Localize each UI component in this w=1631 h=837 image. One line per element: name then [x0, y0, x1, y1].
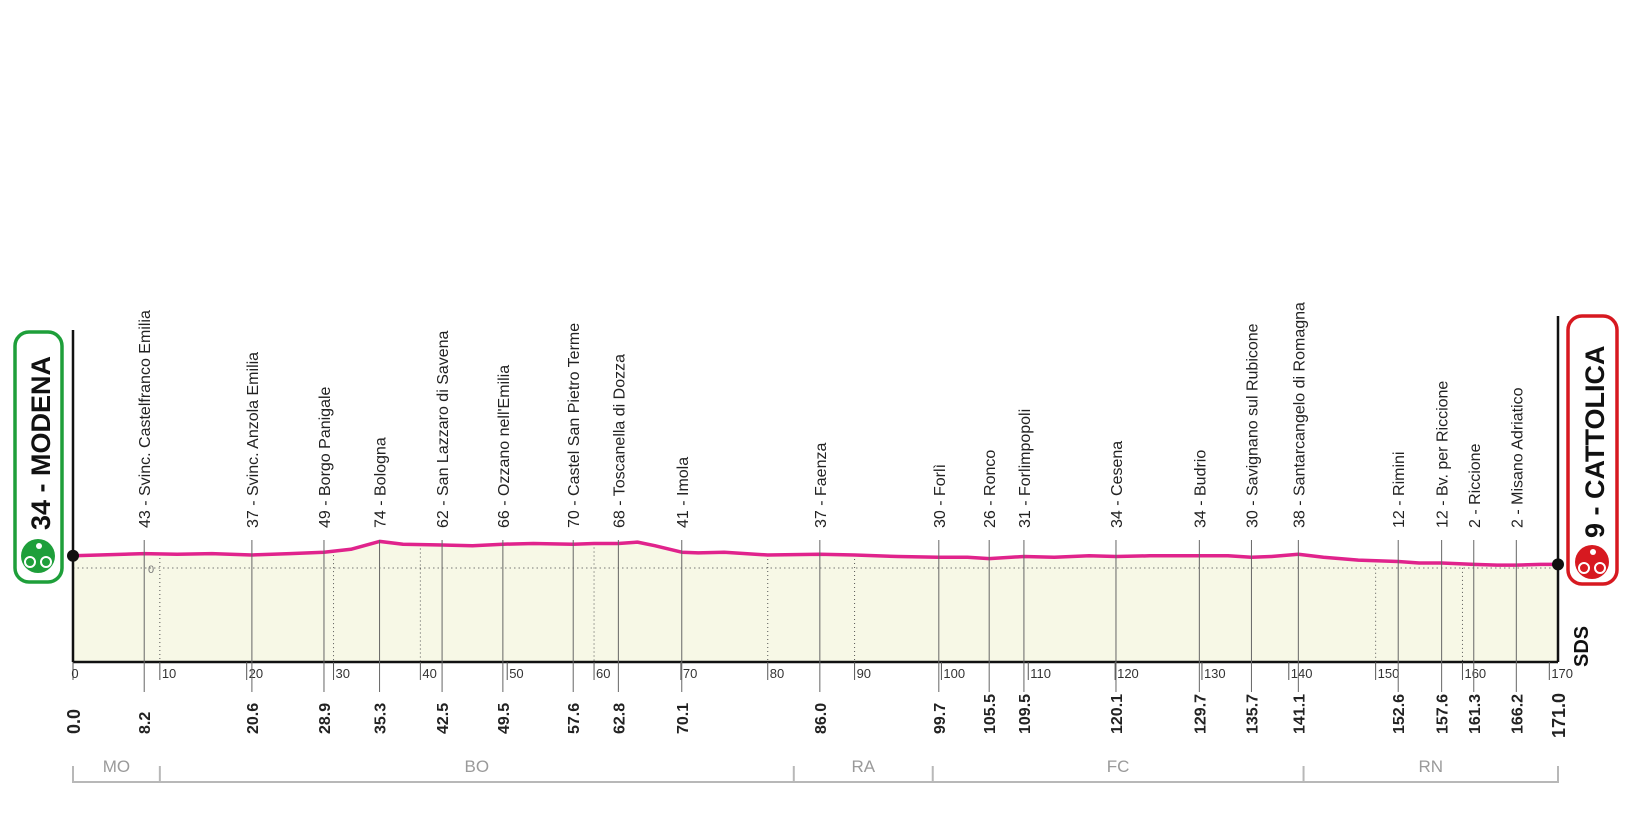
x-tick-label: 160: [1464, 666, 1486, 681]
waypoint-label: 31 - Forlimpopoli: [1017, 409, 1034, 528]
x-tick-label: 130: [1204, 666, 1226, 681]
waypoint-label: 49 - Borgo Panigale: [317, 386, 334, 528]
finish-badge: 9 - CATTOLICA: [1566, 314, 1619, 586]
x-tick-label: 170: [1551, 666, 1573, 681]
waypoint-km: 70.1: [675, 703, 692, 734]
waypoint-label: 68 - Toscanella di Dozza: [611, 354, 628, 528]
waypoint-label: 37 - Faenza: [813, 443, 830, 528]
waypoint-label: 12 - Bv. per Riccione: [1435, 381, 1452, 528]
start-rider-head-icon: [36, 543, 42, 549]
finish-wheel-icon: [1578, 562, 1590, 574]
waypoint-label: 74 - Bologna: [373, 437, 390, 528]
waypoint-km: 62.8: [611, 703, 628, 734]
start-cyclist-icon: [21, 539, 55, 573]
x-tick-label: 110: [1030, 666, 1051, 681]
zero-label: 0: [148, 564, 154, 576]
start-dot: [67, 549, 79, 562]
waypoint-label: 70 - Castel San Pietro Terme: [566, 323, 583, 528]
finish-dot: [1552, 558, 1564, 571]
x-tick-label: 70: [683, 666, 697, 681]
waypoint-label: 30 - Savignano sul Rubicone: [1244, 323, 1261, 528]
finish-km: 171.0: [1549, 693, 1569, 738]
waypoint-km: 86.0: [813, 703, 830, 734]
finish-town-label: 9 - CATTOLICA: [1580, 346, 1610, 539]
x-tick-label: 120: [1117, 666, 1139, 681]
waypoint-km: 141.1: [1291, 694, 1308, 734]
waypoint-km: 166.2: [1509, 694, 1526, 734]
waypoint-label: 43 - Svinc. Castelfranco Emilia: [137, 310, 154, 528]
finish-wheel-icon: [1594, 562, 1606, 574]
waypoint-label: 2 - Misano Adriatico: [1509, 387, 1526, 528]
waypoint-km: 49.5: [496, 703, 513, 734]
waypoint-label: 34 - Budrio: [1192, 450, 1209, 528]
waypoint-label: 66 - Ozzano nell'Emilia: [496, 365, 513, 528]
province-label: MO: [103, 757, 130, 776]
start-town-label: 34 - MODENA: [26, 356, 56, 530]
profile-area: [73, 541, 1558, 662]
waypoint-km: 109.5: [1017, 694, 1034, 734]
province-label: FC: [1107, 757, 1130, 776]
waypoint-label: 41 - Imola: [675, 457, 692, 528]
finish-badge-frame: [1566, 314, 1619, 586]
waypoint-km: 42.5: [435, 703, 452, 734]
x-tick-label: 90: [857, 666, 871, 681]
waypoint-km: 161.3: [1467, 694, 1484, 734]
start-badge: 34 - MODENA: [13, 330, 64, 584]
waypoint-km: 105.5: [982, 694, 999, 734]
waypoint-label: 12 - Rimini: [1391, 452, 1408, 528]
waypoint-label: 2 - Riccione: [1467, 443, 1484, 528]
waypoint-label: 37 - Svinc. Anzola Emilia: [245, 352, 262, 528]
waypoint-km: 157.6: [1435, 694, 1452, 734]
x-tick-label: 140: [1291, 666, 1313, 681]
x-tick-label: 50: [509, 666, 523, 681]
province-label: RN: [1418, 757, 1443, 776]
waypoint-km: 57.6: [566, 703, 583, 734]
logo-text: SDS: [1571, 626, 1593, 667]
x-tick-label: 80: [770, 666, 784, 681]
x-tick-label: 100: [943, 666, 965, 681]
start-km: 0.0: [64, 709, 84, 734]
start-wheel-icon: [24, 556, 36, 568]
waypoint-label: 34 - Cesena: [1109, 441, 1126, 528]
x-tick-label: 150: [1378, 666, 1400, 681]
waypoint-label: 30 - Forlì: [932, 464, 949, 528]
x-tick-label: 40: [422, 666, 436, 681]
x-tick-label: 60: [596, 666, 610, 681]
waypoint-label: 38 - Santarcangelo di Romagna: [1291, 302, 1308, 528]
x-tick-label: 20: [249, 666, 263, 681]
start-wheel-icon: [40, 556, 52, 568]
finish-cyclist-icon: [1575, 545, 1609, 579]
waypoint-label: 62 - San Lazzaro di Savena: [435, 330, 452, 528]
waypoint-km: 129.7: [1192, 694, 1209, 734]
x-tick-label: 0: [71, 666, 78, 681]
waypoint-km: 120.1: [1109, 694, 1126, 734]
x-tick-label: 30: [336, 666, 350, 681]
waypoint-km: 152.6: [1391, 694, 1408, 734]
x-tick-label: 10: [162, 666, 176, 681]
waypoint-km: 135.7: [1244, 694, 1261, 734]
province-label: BO: [465, 757, 490, 776]
waypoint-km: 20.6: [245, 703, 262, 734]
waypoint-km: 35.3: [373, 703, 390, 734]
waypoint-km: 28.9: [317, 703, 334, 734]
waypoint-km: 8.2: [137, 712, 154, 734]
finish-rider-head-icon: [1590, 549, 1596, 555]
waypoint-label: 26 - Ronco: [982, 450, 999, 528]
start-badge-frame: [13, 330, 64, 584]
profile-line: [72, 539, 1558, 567]
province-label: RA: [851, 757, 875, 776]
waypoint-km: 99.7: [932, 703, 949, 734]
